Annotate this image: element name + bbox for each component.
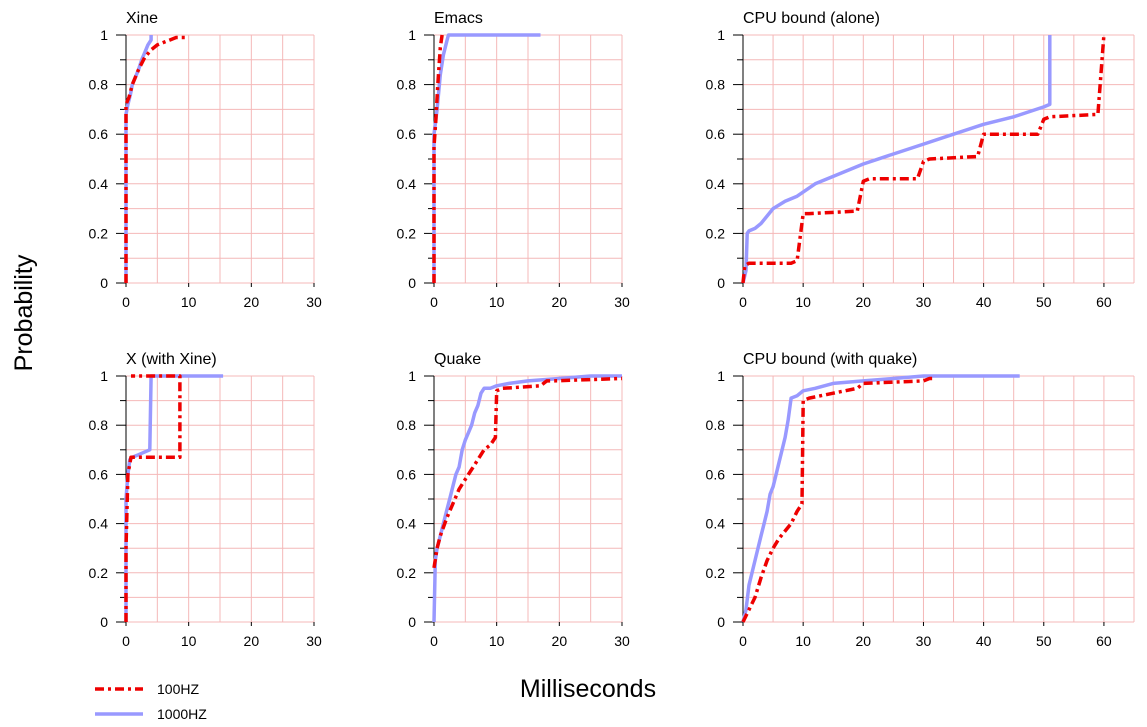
x-tick-label: 10 <box>181 633 197 649</box>
y-tick-label: 0.2 <box>706 225 726 241</box>
y-tick-label: 0.6 <box>89 126 109 142</box>
y-tick-label: 0.8 <box>397 417 417 433</box>
y-tick-label: 0.6 <box>706 466 726 482</box>
x-tick-label: 20 <box>244 294 260 310</box>
x-tick-label: 30 <box>916 633 932 649</box>
y-tick-label: 0.6 <box>397 466 417 482</box>
y-tick-label: 0.2 <box>706 565 726 581</box>
series-line-100hz <box>124 33 189 283</box>
series-line-100hz <box>124 374 182 622</box>
y-tick-label: 0.8 <box>89 77 109 93</box>
series-line-1000hz <box>741 374 1020 623</box>
panel-title: CPU bound (with quake) <box>743 351 917 368</box>
y-tick-label: 0.2 <box>397 565 417 581</box>
y-tick-label: 0.4 <box>397 176 417 192</box>
y-tick-label: 0 <box>100 275 108 291</box>
y-tick-label: 1 <box>408 27 416 43</box>
legend-label-100hz: 100HZ <box>157 681 199 697</box>
panel-title: CPU bound (alone) <box>743 10 880 27</box>
panel-title: Xine <box>126 10 158 27</box>
y-tick-label: 0.8 <box>706 417 726 433</box>
x-tick-label: 0 <box>739 633 747 649</box>
x-tick-label: 30 <box>916 294 932 310</box>
y-tick-label: 1 <box>100 368 108 384</box>
chart-panels: 00.20.40.60.810 10 20 30Xine00.20.40.60.810… <box>89 10 1135 649</box>
x-tick-label: 20 <box>856 633 872 649</box>
x-tick-label: 40 <box>976 633 992 649</box>
x-tick-label: 10 <box>795 294 811 310</box>
panel-title: X (with Xine) <box>126 351 217 368</box>
x-tick-label: 10 <box>795 633 811 649</box>
x-tick-label: 10 <box>489 294 505 310</box>
y-tick-label: 0.4 <box>706 176 726 192</box>
y-tick-label: 0 <box>408 614 416 630</box>
y-tick-label: 0.4 <box>89 176 109 192</box>
x-tick-label: 20 <box>552 633 568 649</box>
x-tick-label: 0 <box>122 294 130 310</box>
y-tick-label: 0 <box>408 275 416 291</box>
chart-panel-3: 00.20.40.60.810 10 20 30X (with Xine) <box>89 351 322 649</box>
x-tick-label: 50 <box>1036 294 1052 310</box>
series-line-1000hz <box>741 35 1052 284</box>
x-tick-label: 60 <box>1096 294 1112 310</box>
y-tick-label: 0 <box>100 614 108 630</box>
x-tick-label: 0 <box>430 294 438 310</box>
x-tick-label: 10 <box>489 633 505 649</box>
x-tick-label: 20 <box>244 633 260 649</box>
y-tick-label: 1 <box>717 368 725 384</box>
series-line-100hz <box>741 34 1106 284</box>
x-tick-label: 40 <box>976 294 992 310</box>
panel-title: Emacs <box>434 10 483 27</box>
x-tick-label: 30 <box>614 294 630 310</box>
y-tick-label: 0.4 <box>89 516 109 532</box>
x-axis-label: Milliseconds <box>520 675 656 703</box>
y-tick-label: 0.2 <box>397 225 417 241</box>
x-tick-label: 20 <box>856 294 872 310</box>
y-tick-label: 0 <box>717 275 725 291</box>
x-tick-label: 50 <box>1036 633 1052 649</box>
x-tick-label: 0 <box>122 633 130 649</box>
series-line-1000hz <box>432 33 541 283</box>
y-tick-label: 0.4 <box>706 516 726 532</box>
x-tick-label: 0 <box>739 294 747 310</box>
series-line-100hz <box>432 376 623 569</box>
y-tick-label: 0.8 <box>89 417 109 433</box>
y-tick-label: 0.8 <box>397 77 417 93</box>
y-tick-label: 0.2 <box>89 225 109 241</box>
y-tick-label: 1 <box>100 27 108 43</box>
x-tick-label: 30 <box>614 633 630 649</box>
y-tick-label: 0.6 <box>89 466 109 482</box>
y-axis-label: Probability <box>10 254 38 371</box>
series-line-100hz <box>432 34 444 283</box>
y-tick-label: 0.6 <box>706 126 726 142</box>
legend-label-1000hz: 1000HZ <box>157 706 207 722</box>
x-tick-label: 30 <box>306 294 322 310</box>
y-tick-label: 1 <box>717 27 725 43</box>
x-tick-label: 10 <box>181 294 197 310</box>
legend: 100HZ 1000HZ <box>95 681 207 722</box>
x-tick-label: 20 <box>552 294 568 310</box>
series-line-1000hz <box>124 35 153 283</box>
x-tick-label: 30 <box>306 633 322 649</box>
y-tick-label: 0.6 <box>397 126 417 142</box>
series-line-100hz <box>741 376 936 623</box>
panel-title: Quake <box>434 351 481 368</box>
x-tick-label: 0 <box>430 633 438 649</box>
x-tick-label: 60 <box>1096 633 1112 649</box>
y-tick-label: 0.2 <box>89 565 109 581</box>
y-tick-label: 1 <box>408 368 416 384</box>
y-tick-label: 0.8 <box>706 77 726 93</box>
y-tick-label: 0.4 <box>397 516 417 532</box>
y-tick-label: 0 <box>717 614 725 630</box>
